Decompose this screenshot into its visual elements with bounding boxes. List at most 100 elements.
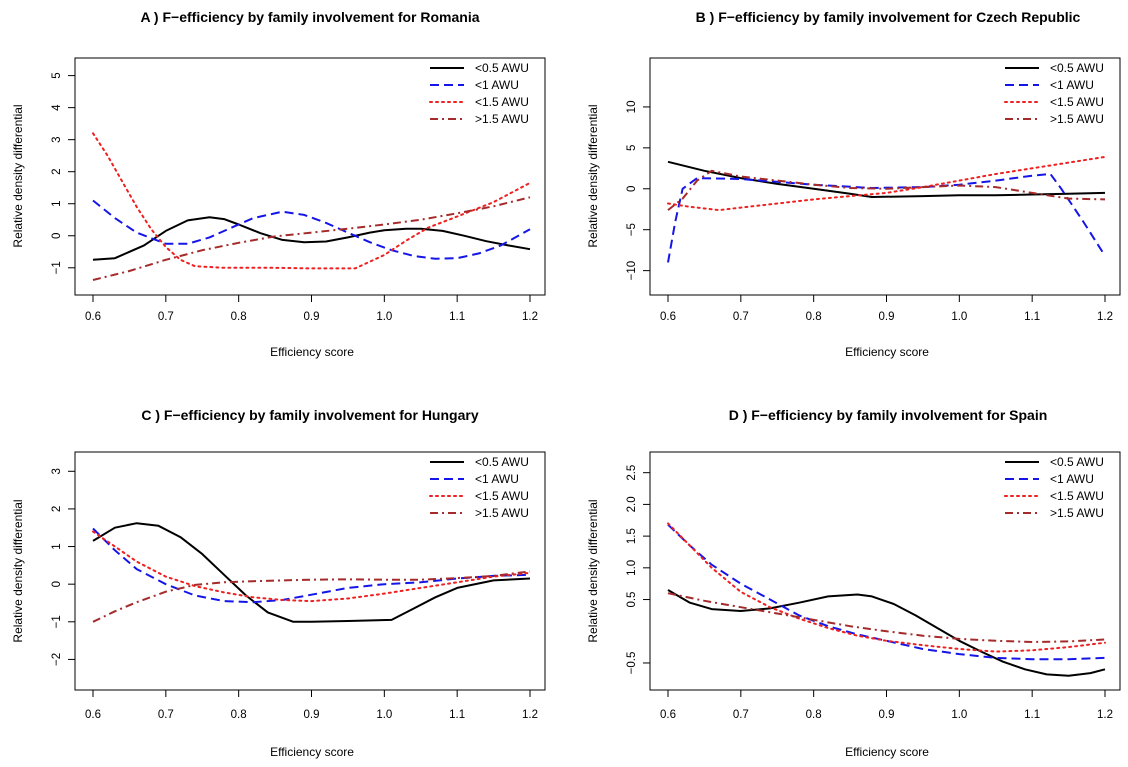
legend-label: <1 AWU [475, 78, 519, 92]
series-line-1 [92, 527, 531, 604]
series-line-3 [92, 570, 531, 623]
x-tick-label: 0.6 [660, 311, 676, 323]
y-tick-label: 1.5 [626, 528, 638, 544]
y-tick-label: 1 [51, 201, 63, 207]
x-axis-label: Efficiency score [270, 745, 354, 759]
x-tick-label: 0.8 [806, 709, 822, 721]
legend-label: <0.5 AWU [475, 61, 529, 75]
series-line-2 [92, 530, 531, 603]
legend-label: <1 AWU [1050, 472, 1094, 486]
x-tick-label: 0.9 [304, 311, 320, 323]
legend-label: <1.5 AWU [475, 95, 529, 109]
x-tick-label: 0.9 [879, 709, 895, 721]
series-line-1 [92, 199, 531, 260]
x-tick-label: 0.8 [231, 709, 247, 721]
series-line-1 [667, 523, 1106, 661]
y-tick-label: 10 [626, 101, 638, 114]
x-tick-label: 1.1 [1024, 709, 1040, 721]
x-tick-label: 0.9 [879, 311, 895, 323]
legend-label: <0.5 AWU [1050, 61, 1104, 75]
y-tick-label: 0 [51, 233, 63, 239]
series-line-3 [667, 592, 1106, 643]
series-line-1 [667, 173, 1106, 263]
legend-label: <0.5 AWU [1050, 455, 1104, 469]
x-tick-label: 1.2 [522, 311, 538, 323]
y-tick-label: 5 [51, 72, 63, 78]
y-tick-label: 3 [51, 468, 63, 474]
y-tick-label: 2 [51, 506, 63, 512]
chart-title: D ) F−efficiency by family involvement f… [729, 407, 1048, 423]
chart-title: B ) F−efficiency by family involvement f… [696, 9, 1081, 25]
x-axis-label: Efficiency score [845, 745, 929, 759]
x-tick-label: 0.7 [158, 709, 174, 721]
legend-label: <1 AWU [475, 472, 519, 486]
series-line-3 [667, 169, 1106, 211]
chart-panel-1: B ) F−efficiency by family involvement f… [586, 9, 1121, 359]
series-line-2 [92, 132, 531, 270]
chart-panel-3: D ) F−efficiency by family involvement f… [586, 407, 1121, 759]
y-tick-label: −1 [51, 261, 63, 274]
y-tick-label: 1.0 [626, 560, 638, 576]
plot-frame [74, 57, 546, 296]
y-tick-label: 2 [51, 168, 63, 174]
legend-label: >1.5 AWU [475, 506, 529, 520]
x-axis-label: Efficiency score [270, 345, 354, 359]
series-line-0 [667, 589, 1106, 677]
x-tick-label: 1.2 [1097, 311, 1113, 323]
x-tick-label: 0.6 [85, 709, 101, 721]
chart-title: A ) F−efficiency by family involvement f… [140, 9, 479, 25]
x-tick-label: 0.6 [660, 709, 676, 721]
x-tick-label: 0.7 [733, 311, 749, 323]
x-tick-label: 1.1 [1024, 311, 1040, 323]
chart-title: C ) F−efficiency by family involvement f… [141, 407, 478, 423]
chart-panel-0: A ) F−efficiency by family involvement f… [11, 9, 546, 359]
x-tick-label: 1.2 [522, 709, 538, 721]
y-tick-label: −1 [51, 615, 63, 628]
x-tick-label: 1.0 [376, 311, 392, 323]
y-tick-label: −0.5 [626, 652, 638, 675]
legend-label: <1.5 AWU [1050, 95, 1104, 109]
legend-label: >1.5 AWU [1050, 112, 1104, 126]
x-tick-label: 1.0 [376, 709, 392, 721]
y-axis-label: Relative density differential [11, 499, 25, 642]
legend-label: >1.5 AWU [475, 112, 529, 126]
x-tick-label: 1.2 [1097, 709, 1113, 721]
plot-frame [74, 451, 546, 691]
legend-label: <1.5 AWU [475, 489, 529, 503]
y-axis-label: Relative density differential [586, 499, 600, 642]
x-tick-label: 0.7 [733, 709, 749, 721]
series-line-3 [92, 196, 531, 281]
y-tick-label: 3 [51, 136, 63, 142]
y-tick-label: 4 [51, 104, 63, 111]
x-tick-label: 1.0 [951, 311, 967, 323]
y-tick-label: 0 [51, 581, 63, 587]
x-tick-label: 1.1 [449, 311, 465, 323]
x-tick-label: 0.9 [304, 709, 320, 721]
legend-label: >1.5 AWU [1050, 506, 1104, 520]
y-tick-label: 0 [626, 186, 638, 192]
x-tick-label: 0.8 [231, 311, 247, 323]
y-tick-label: −5 [626, 223, 638, 236]
plot-frame [649, 57, 1121, 296]
x-tick-label: 0.6 [85, 311, 101, 323]
y-tick-label: 0.5 [626, 592, 638, 608]
chart-panel-2: C ) F−efficiency by family involvement f… [11, 407, 546, 759]
y-tick-label: 5 [626, 145, 638, 151]
y-tick-label: 2.0 [626, 496, 638, 512]
x-tick-label: 1.0 [951, 709, 967, 721]
x-tick-label: 1.1 [449, 709, 465, 721]
y-axis-label: Relative density differential [586, 104, 600, 247]
legend-label: <0.5 AWU [475, 455, 529, 469]
series-line-0 [92, 216, 531, 261]
x-axis-label: Efficiency score [845, 345, 929, 359]
y-tick-label: −2 [51, 653, 63, 666]
y-axis-label: Relative density differential [11, 104, 25, 247]
y-tick-label: 1 [51, 543, 63, 549]
x-tick-label: 0.7 [158, 311, 174, 323]
y-tick-label: 2.5 [626, 465, 638, 481]
legend-label: <1 AWU [1050, 78, 1094, 92]
series-line-2 [667, 522, 1106, 653]
y-tick-label: −10 [626, 261, 638, 281]
x-tick-label: 0.8 [806, 311, 822, 323]
